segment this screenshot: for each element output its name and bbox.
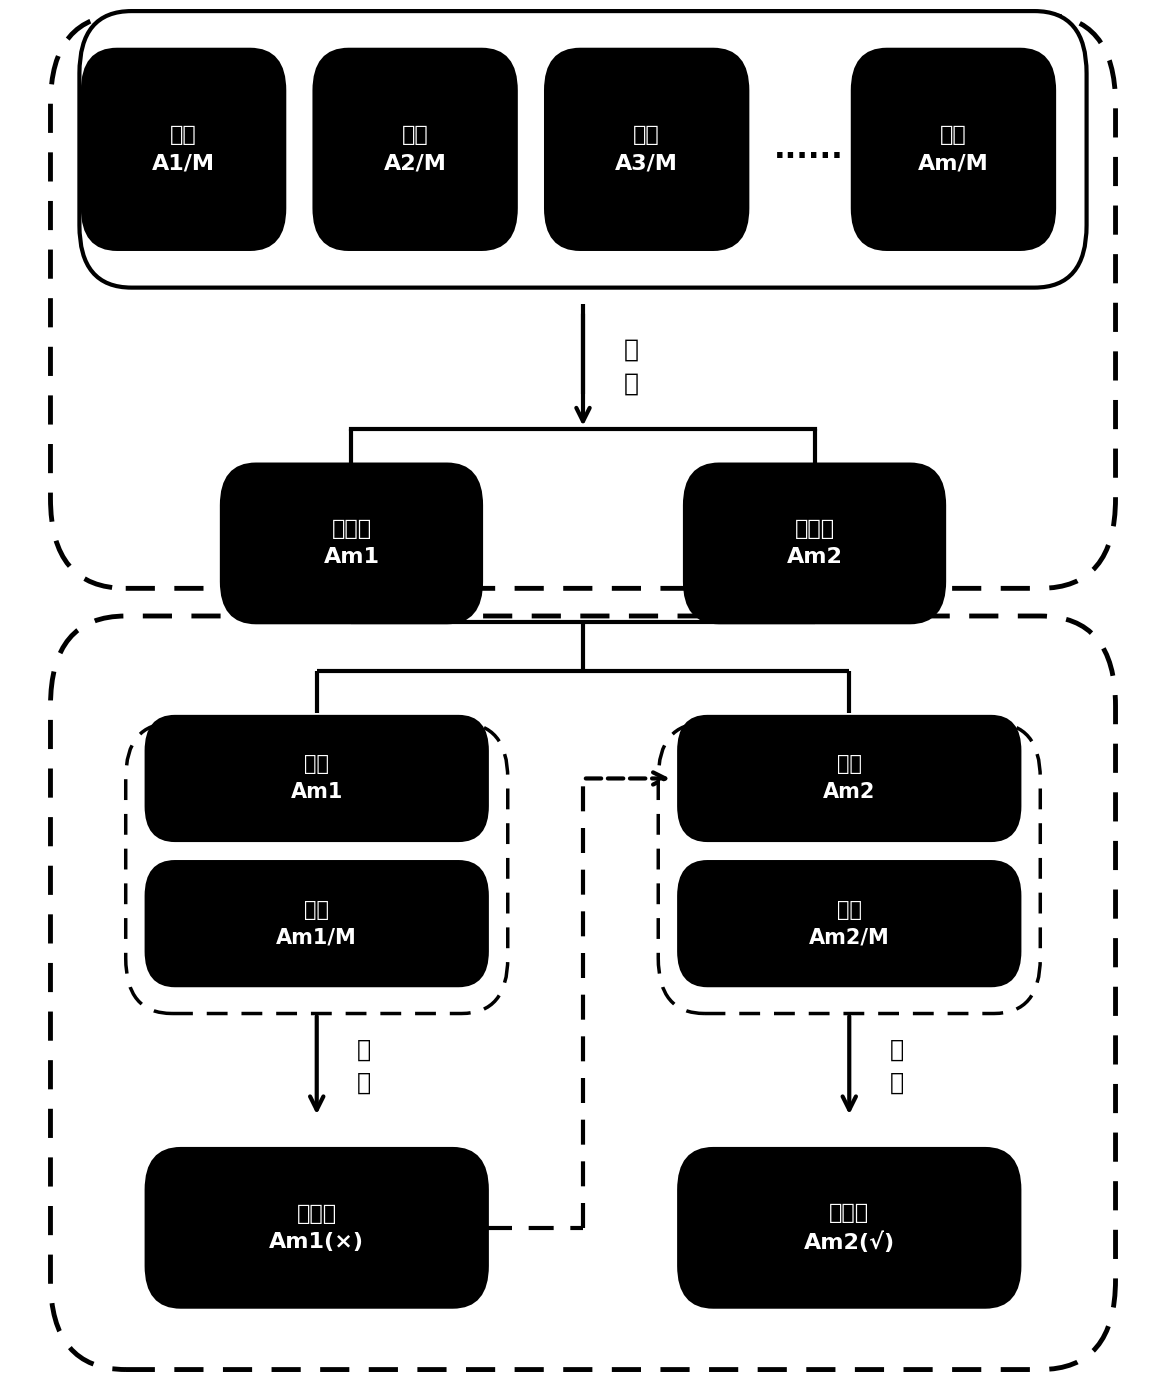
FancyBboxPatch shape (79, 11, 1087, 288)
Text: 界面
A3/M: 界面 A3/M (616, 125, 679, 174)
FancyBboxPatch shape (684, 465, 944, 623)
FancyBboxPatch shape (222, 465, 482, 623)
Text: 阻挡层
Am2(√): 阻挡层 Am2(√) (803, 1203, 894, 1253)
FancyBboxPatch shape (852, 49, 1055, 249)
Text: 阻挡层
Am1(×): 阻挡层 Am1(×) (269, 1203, 364, 1252)
Text: 界面
Am2/M: 界面 Am2/M (809, 900, 890, 947)
Text: 界面
Am1/M: 界面 Am1/M (276, 900, 357, 947)
Text: 界面
A1/M: 界面 A1/M (152, 125, 215, 174)
FancyBboxPatch shape (146, 716, 487, 840)
Text: 界面
Am/M: 界面 Am/M (918, 125, 989, 174)
Text: 阻挡层
Am2: 阻挡层 Am2 (787, 519, 843, 568)
FancyBboxPatch shape (679, 1149, 1020, 1308)
Text: 界面
A2/M: 界面 A2/M (384, 125, 447, 174)
Text: 验
证: 验 证 (890, 1038, 904, 1095)
FancyBboxPatch shape (679, 861, 1020, 986)
FancyBboxPatch shape (314, 49, 517, 249)
FancyBboxPatch shape (83, 49, 285, 249)
Text: 筛
选: 筛 选 (624, 338, 639, 395)
FancyBboxPatch shape (546, 49, 747, 249)
FancyBboxPatch shape (146, 1149, 487, 1308)
Text: 阻挡层
Am1: 阻挡层 Am1 (323, 519, 379, 568)
Text: 元件
Am2: 元件 Am2 (823, 754, 876, 803)
Text: 验
证: 验 证 (357, 1038, 372, 1095)
Text: ......: ...... (774, 135, 844, 164)
FancyBboxPatch shape (146, 861, 487, 986)
FancyBboxPatch shape (679, 716, 1020, 840)
Text: 元件
Am1: 元件 Am1 (290, 754, 343, 803)
